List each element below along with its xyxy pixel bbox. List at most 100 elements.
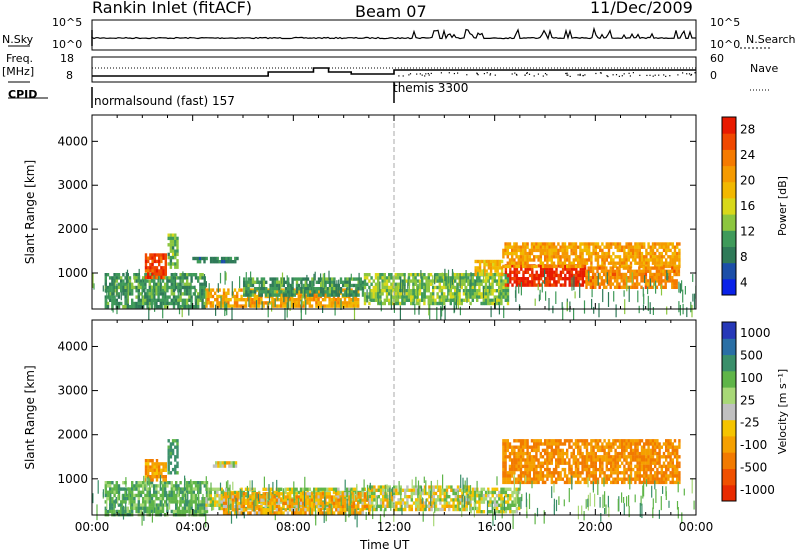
velocity-cell [194, 500, 198, 504]
velocity-cell [321, 501, 325, 506]
power-cell [583, 258, 586, 262]
velocity-cell [476, 510, 479, 514]
nave-dot [477, 74, 479, 76]
power-cell [504, 289, 507, 293]
power-cell [465, 289, 468, 293]
power-cell [491, 301, 494, 306]
power-cell [671, 242, 674, 246]
velocity-cell [426, 504, 429, 508]
power-cell [209, 260, 213, 264]
velocity-cell [170, 484, 173, 488]
velocity-cell [359, 497, 362, 501]
power-cell [209, 304, 212, 308]
power-cell [671, 245, 674, 249]
power-cell [504, 273, 507, 277]
power-cell [526, 283, 530, 287]
power-cell [209, 301, 212, 305]
velocity-cell [498, 497, 501, 501]
velocity-cell [231, 495, 235, 499]
power-cell [328, 277, 332, 281]
velocity-cell [284, 490, 287, 495]
power-cell [489, 292, 492, 296]
power-cell [164, 269, 167, 273]
power-cell [412, 279, 415, 283]
velocity-cell [386, 504, 389, 508]
power-cell [524, 264, 527, 269]
power-cell [287, 287, 290, 291]
power-cell [651, 255, 655, 259]
power-cell [601, 248, 604, 253]
power-cell [169, 259, 173, 263]
velocity-cell [164, 465, 167, 469]
power-cell [611, 282, 615, 286]
power-cell [506, 276, 510, 280]
power-cell [654, 242, 657, 246]
power-cell [171, 239, 175, 244]
power-cell [469, 295, 472, 299]
power-cell [594, 282, 597, 286]
power-cell [537, 242, 540, 246]
power-cell [162, 275, 165, 280]
power-cell [570, 248, 573, 253]
power-scatter [690, 301, 692, 313]
power-cell [297, 304, 300, 308]
power-cell [109, 282, 112, 286]
velocity-cell [258, 504, 261, 509]
power-cell [374, 289, 378, 293]
power-cell [297, 294, 300, 299]
power-cell [511, 255, 514, 259]
velocity-cell [176, 445, 179, 449]
power-cell [500, 279, 503, 283]
power-cell [227, 288, 230, 292]
power-cell [678, 261, 681, 265]
velocity-cell [368, 507, 372, 512]
velocity-cell [111, 500, 114, 504]
power-cell [623, 245, 626, 249]
velocity-cell [269, 487, 272, 491]
velocity-cell [113, 493, 116, 498]
velocity-cell [159, 487, 162, 491]
power-cell [524, 261, 527, 265]
velocity-cell [160, 462, 163, 466]
power-cell [174, 233, 177, 237]
velocity-cell [441, 507, 444, 512]
velocity-cell [238, 504, 241, 509]
power-cell [280, 294, 283, 299]
velocity-cell [423, 504, 427, 508]
velocity-cell [371, 495, 374, 499]
power-cell [271, 277, 274, 281]
velocity-cell [500, 503, 503, 507]
power-cell [315, 304, 318, 308]
power-cell [653, 282, 656, 286]
velocity-cell [273, 501, 276, 506]
velocity-cell [288, 487, 292, 491]
velocity-cell [275, 508, 279, 512]
power-cell [203, 289, 206, 293]
velocity-cell [222, 501, 226, 506]
power-cell [550, 270, 554, 274]
power-cell [429, 292, 433, 296]
velocity-cell [530, 455, 534, 459]
velocity-cell [448, 495, 451, 499]
power-cell [487, 295, 490, 299]
power-cell [170, 285, 173, 290]
power-cell [489, 289, 492, 293]
power-cell [135, 305, 138, 309]
power-cell [651, 266, 654, 270]
power-cell [155, 305, 158, 309]
velocity-cell [359, 511, 362, 515]
power-cell [673, 251, 677, 256]
power-scatter [377, 291, 379, 305]
power-cell [137, 298, 140, 302]
power-scatter [399, 277, 402, 293]
power-cell [552, 255, 556, 259]
power-cell [414, 282, 417, 286]
power-cell [352, 304, 355, 308]
power-cell [267, 290, 270, 294]
power-cell [262, 283, 266, 288]
power-cell [557, 248, 560, 253]
power-cell [161, 289, 165, 293]
velocity-cell [506, 442, 509, 446]
velocity-cell [509, 497, 512, 501]
velocity-cell [546, 474, 549, 478]
